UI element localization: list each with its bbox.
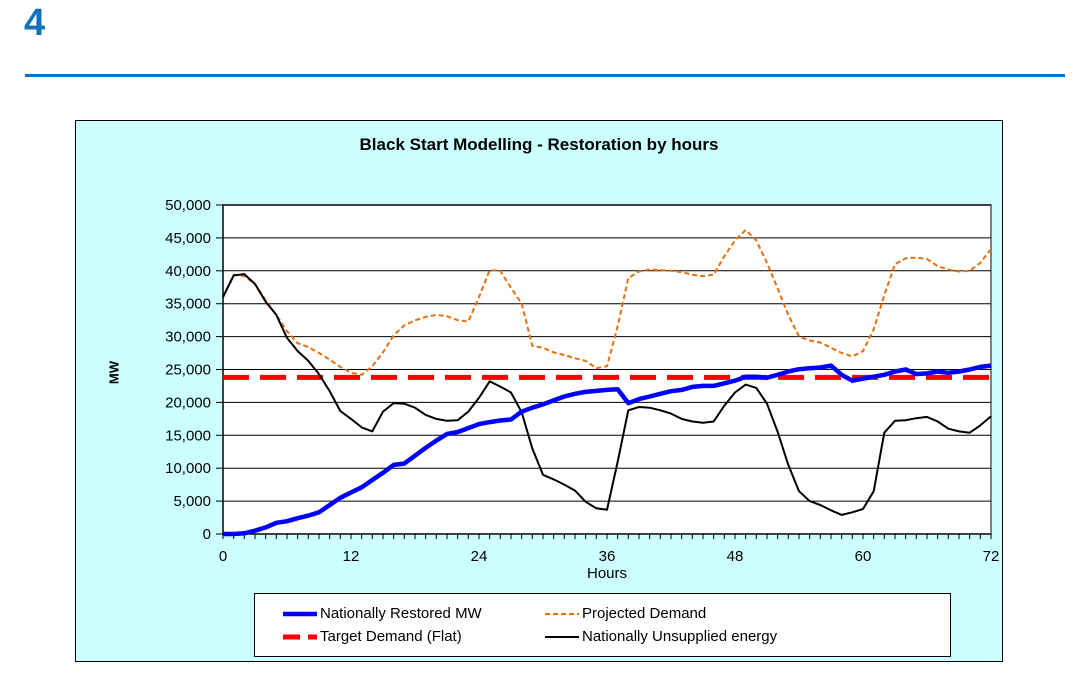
divider-rule xyxy=(25,74,1065,77)
y-tick-label: 15,000 xyxy=(165,427,211,444)
legend-box: Nationally Restored MW Projected Demand Ta… xyxy=(254,593,951,657)
y-tick-label: 35,000 xyxy=(165,296,211,313)
chart-title: Black Start Modelling - Restoration by h… xyxy=(359,135,719,154)
legend-label: Projected Demand xyxy=(582,605,707,622)
x-tick-label: 36 xyxy=(599,548,616,565)
x-tick-label: 24 xyxy=(471,548,488,565)
x-tick-label: 0 xyxy=(219,548,227,565)
legend-item-nationally-unsupplied-energy: Nationally Unsupplied energy xyxy=(545,628,950,645)
x-tick-label: 12 xyxy=(343,548,360,565)
x-axis-title: Hours xyxy=(586,565,627,582)
y-tick-label: 30,000 xyxy=(165,329,211,346)
legend-label: Target Demand (Flat) xyxy=(320,628,462,645)
y-tick-label: 0 xyxy=(203,526,211,543)
chart-container: Black Start Modelling - Restoration by h… xyxy=(75,120,1003,662)
y-tick-label: 50,000 xyxy=(165,197,211,214)
y-tick-label: 20,000 xyxy=(165,394,211,411)
series-projected-demand xyxy=(222,229,992,376)
y-tick-label: 40,000 xyxy=(165,263,211,280)
legend-item-projected-demand: Projected Demand xyxy=(545,605,950,622)
legend-item-target-demand-flat: Target Demand (Flat) xyxy=(283,628,545,645)
legend-line-sample-nationally-restored-mw xyxy=(283,611,317,616)
x-tick-label: 60 xyxy=(855,548,872,565)
plot-svg: 0 5,000 10,000 15,000 20,000 25,000 30,000 35,0… xyxy=(165,197,1000,565)
y-tick-label: 25,000 xyxy=(165,362,211,379)
y-tick-label: 5,000 xyxy=(173,493,211,510)
x-tick-label: 72 xyxy=(983,548,1000,565)
legend-label: Nationally Unsupplied energy xyxy=(582,628,778,645)
legend-label: Nationally Restored MW xyxy=(320,605,482,622)
y-tick-label: 45,000 xyxy=(165,230,211,247)
legend-item-nationally-restored-mw: Nationally Restored MW xyxy=(283,605,545,622)
x-tick-label: 48 xyxy=(727,548,744,565)
legend-line-sample-nationally-unsupplied-energy xyxy=(545,635,579,638)
slide-number: 4 xyxy=(24,2,46,44)
legend-line-sample-projected-demand xyxy=(545,612,579,615)
series-nationally-restored-mw xyxy=(223,363,992,537)
legend-line-sample-target-demand-flat xyxy=(283,634,317,639)
y-tick-label: 10,000 xyxy=(165,460,211,477)
series-nationally-unsupplied-energy xyxy=(222,273,992,516)
